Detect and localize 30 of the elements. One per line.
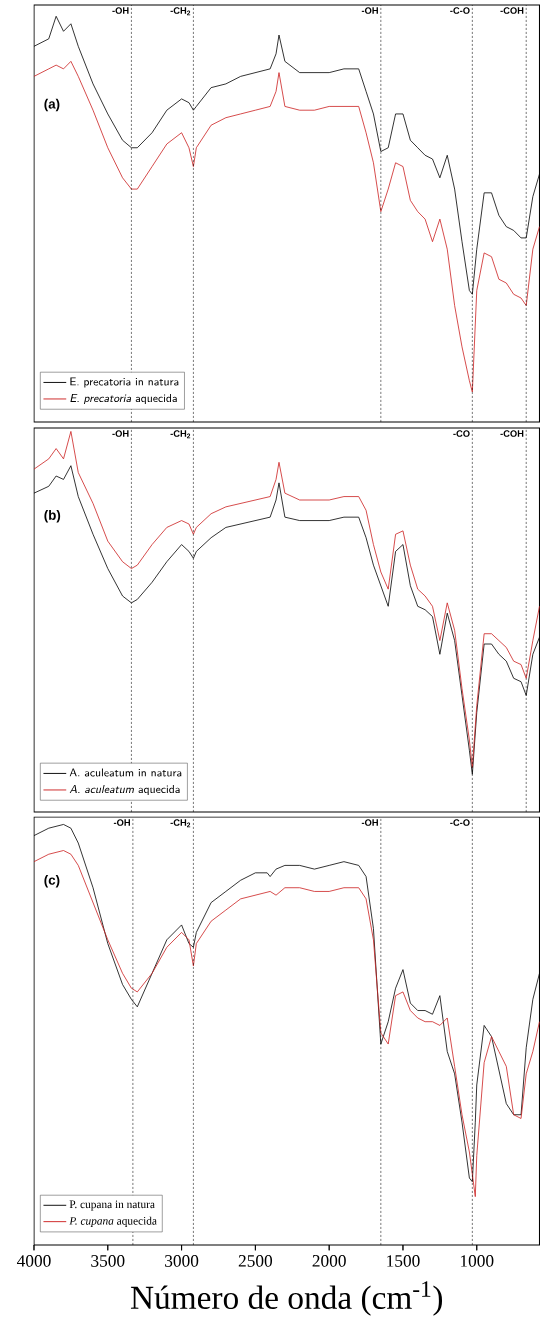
ref-line-label: -COH bbox=[500, 7, 524, 14]
ref-line-label: -OH bbox=[361, 7, 378, 14]
x-tick-label: 2000 bbox=[312, 1255, 346, 1267]
x-tick-label: 2500 bbox=[238, 1255, 273, 1267]
ref-line-label: -OH bbox=[361, 819, 378, 826]
legend-label: A. aculeatum aquecida bbox=[69, 785, 180, 796]
ref-line-label: -OH bbox=[113, 819, 130, 826]
ref-line-label: -CH$_{2}$ bbox=[170, 430, 191, 439]
x-tick-label: 1000 bbox=[460, 1255, 494, 1267]
ref-line-label: -OH bbox=[112, 7, 129, 14]
ref-line-label: -C-O bbox=[450, 7, 470, 14]
annotation: (a) bbox=[44, 98, 60, 112]
annotation: (c) bbox=[44, 874, 60, 888]
legend-label: E. precatoria aquecida bbox=[70, 394, 177, 405]
x-axis-title: Número de onda (cm$^{-1}$) bbox=[130, 1281, 443, 1316]
x-tick-label: 4000 bbox=[16, 1255, 51, 1267]
x-tick-label: 3500 bbox=[91, 1255, 125, 1267]
ref-line-label: -OH bbox=[112, 430, 129, 437]
legend-label: P. cupana in natura bbox=[69, 1200, 155, 1211]
ref-line-label: -C-O bbox=[450, 819, 470, 826]
ref-line-label: -CH$_{2}$ bbox=[170, 819, 191, 828]
x-tick-label: 1500 bbox=[387, 1255, 420, 1267]
legend-label: P. cupana aquecida bbox=[69, 1216, 157, 1227]
x-tick-label: 3000 bbox=[165, 1255, 199, 1267]
ref-line-label: -CO bbox=[453, 430, 470, 437]
legend-label: A. aculeatum in natura bbox=[69, 768, 182, 777]
ref-line-label: -COH bbox=[500, 430, 524, 437]
annotation: (b) bbox=[44, 510, 61, 523]
ref-line-label: -CH$_{2}$ bbox=[170, 7, 191, 16]
legend-label: E. precatoria in natura bbox=[70, 377, 179, 388]
